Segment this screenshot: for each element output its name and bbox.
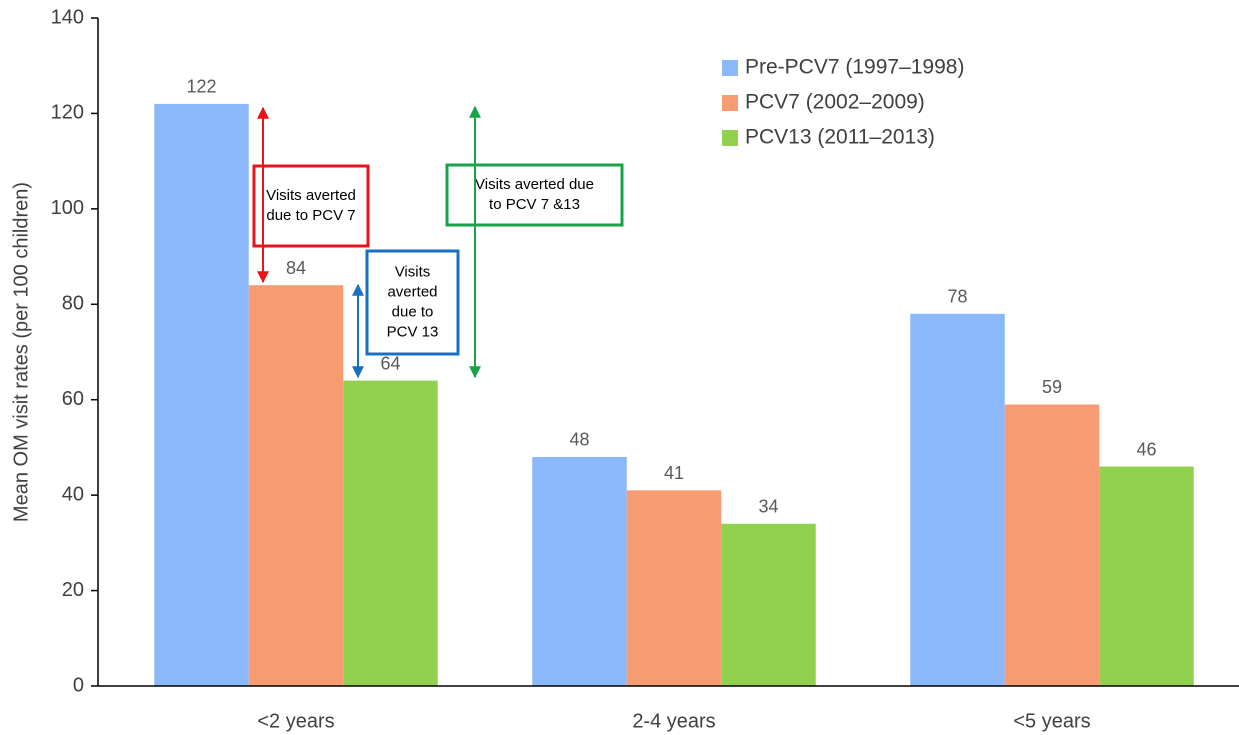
x-tick-label: <5 years bbox=[1013, 710, 1090, 732]
bar bbox=[532, 456, 627, 686]
y-axis-label: Mean OM visit rates (per 100 children) bbox=[10, 182, 32, 522]
bar bbox=[248, 285, 344, 686]
value-label: 48 bbox=[569, 430, 589, 450]
bar bbox=[154, 103, 249, 686]
bar bbox=[343, 380, 438, 686]
value-label: 78 bbox=[947, 287, 967, 307]
annotation-text: Visits averted bbox=[266, 187, 356, 204]
annotation-text: PCV 13 bbox=[387, 323, 439, 340]
bar bbox=[626, 490, 722, 686]
annotation-text: Visits bbox=[395, 263, 431, 280]
legend-swatch bbox=[722, 95, 738, 111]
legend-swatch bbox=[722, 60, 738, 76]
bar bbox=[721, 523, 816, 686]
annotation-text: to PCV 7 &13 bbox=[489, 196, 580, 213]
bar bbox=[1099, 466, 1194, 686]
annotation-box bbox=[252, 164, 370, 248]
y-tick-label: 100 bbox=[51, 197, 84, 219]
annotation-text: averted bbox=[387, 283, 437, 300]
y-tick-label: 60 bbox=[62, 388, 84, 410]
value-label: 122 bbox=[186, 77, 216, 97]
y-tick-label: 140 bbox=[51, 6, 84, 28]
x-tick-label: 2-4 years bbox=[632, 710, 715, 732]
y-tick-label: 20 bbox=[62, 579, 84, 601]
legend-label: Pre-PCV7 (1997–1998) bbox=[745, 56, 964, 79]
value-label: 34 bbox=[758, 497, 778, 517]
legend-label: PCV13 (2011–2013) bbox=[745, 126, 935, 149]
annotation-text: due to bbox=[392, 303, 434, 320]
bar bbox=[910, 313, 1005, 686]
annotation-text: Visits averted due bbox=[475, 176, 594, 193]
annotation-text: due to PCV 7 bbox=[266, 207, 355, 224]
annotation-box bbox=[365, 249, 460, 356]
legend-label: PCV7 (2002–2009) bbox=[745, 91, 925, 114]
value-label: 84 bbox=[286, 258, 306, 278]
y-tick-label: 120 bbox=[51, 102, 84, 124]
legend-swatch bbox=[722, 130, 738, 146]
y-tick-label: 40 bbox=[62, 483, 84, 505]
value-label: 64 bbox=[380, 353, 400, 373]
bar bbox=[1004, 404, 1100, 686]
y-tick-label: 80 bbox=[62, 293, 84, 315]
value-label: 41 bbox=[664, 463, 684, 483]
y-tick-label: 0 bbox=[73, 674, 84, 696]
value-label: 59 bbox=[1042, 377, 1062, 397]
value-label: 46 bbox=[1136, 439, 1156, 459]
x-tick-label: <2 years bbox=[257, 710, 334, 732]
